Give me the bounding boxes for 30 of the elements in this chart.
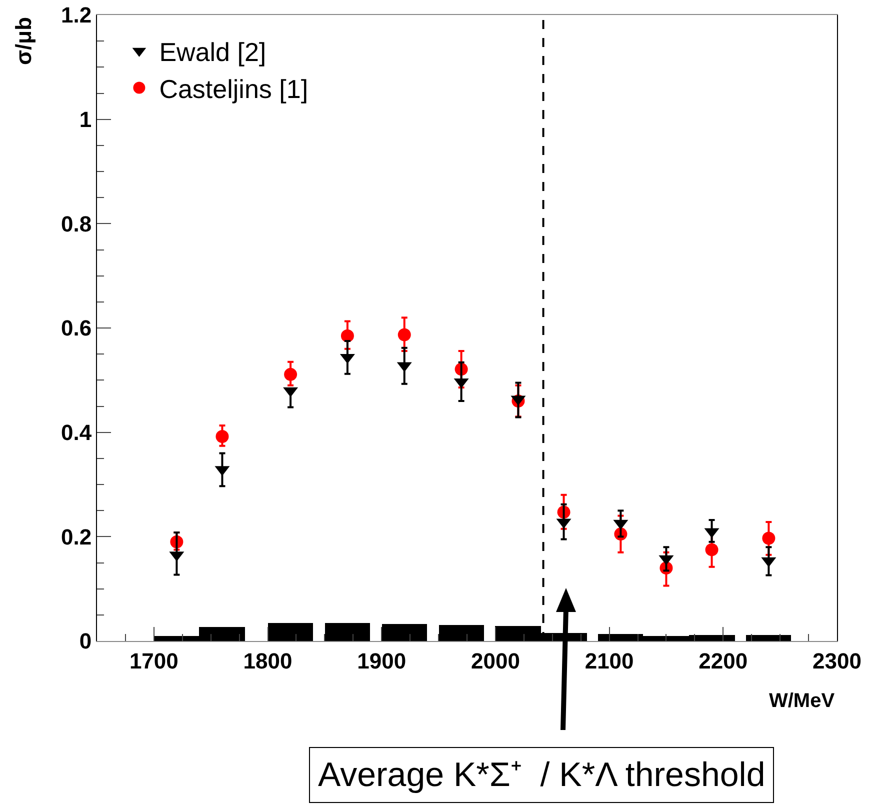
point [216, 430, 229, 444]
x-tick-label: 2200 [698, 648, 748, 674]
legend-label: Casteljins [1] [159, 74, 308, 104]
y-tick-label: 1.2 [61, 2, 92, 28]
y-tick-label: 1 [79, 107, 92, 132]
point [284, 368, 298, 381]
bar [746, 635, 791, 641]
y-tick-label: 0.2 [61, 524, 92, 550]
x-tick-label: 2300 [812, 648, 862, 674]
point [762, 532, 776, 545]
x-tick-label: 1700 [129, 648, 178, 674]
y-tick-label: 0.6 [61, 316, 92, 341]
x-axis-title: W/MeV [769, 690, 836, 712]
x-tick-label: 1800 [243, 648, 292, 674]
point [705, 543, 718, 556]
y-tick-label: 0.4 [61, 420, 92, 446]
y-tick-label: 0 [79, 628, 92, 654]
bar [325, 623, 370, 641]
text: Average K*Σ⁺ / K*Λ threshold [318, 756, 766, 794]
bar [439, 625, 484, 641]
bar [382, 624, 427, 641]
x-tick-label: 1900 [357, 648, 406, 674]
legend-label: Ewald [2] [159, 37, 266, 68]
point [340, 329, 354, 342]
y-tick-label: 0.8 [61, 211, 92, 236]
x-tick-label: 2100 [584, 648, 634, 674]
point [398, 328, 411, 342]
y-axis-title: σ/μb [11, 16, 36, 65]
bar [268, 623, 313, 641]
x-tick-label: 2000 [470, 648, 520, 674]
